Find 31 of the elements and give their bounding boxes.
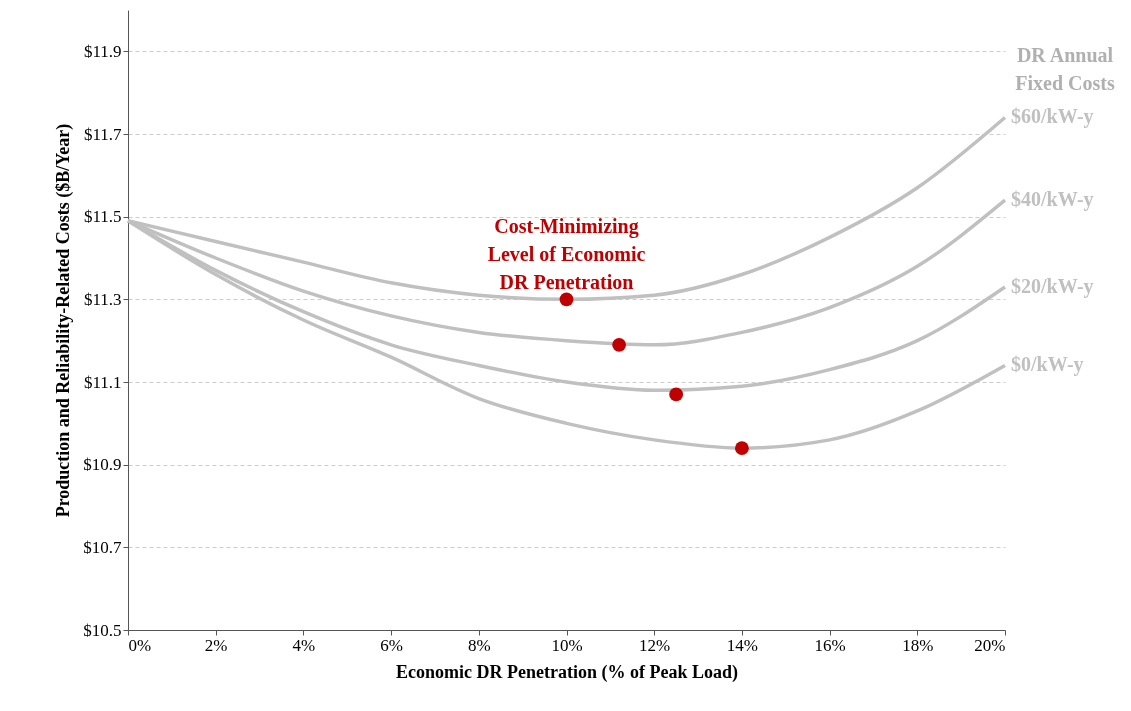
x-tick-label: 20% [974, 635, 1006, 655]
point [669, 387, 684, 402]
x-tick-label: 12% [639, 635, 671, 655]
series-label: $40/kW-y [1011, 188, 1094, 212]
y-tick-label: $11.1 [83, 372, 122, 392]
x-tick-label: 8% [467, 635, 491, 655]
y-tick-label: $10.5 [83, 620, 122, 640]
x-tick-label: 6% [380, 635, 403, 655]
x-tick-label: 16% [814, 635, 846, 655]
x-tick-label: 2% [204, 635, 228, 655]
point [735, 441, 749, 456]
x-tick-label: 0% [128, 635, 152, 655]
x-tick-label: 18% [902, 635, 934, 655]
y-axis-title: Production and Reliability-Related Costs ($B/Year) [53, 123, 75, 518]
x-tick-label: 4% [292, 635, 316, 655]
y-tick-label: $11.3 [83, 289, 122, 309]
y-tick-label: $11.9 [83, 41, 122, 61]
series-label: $20/kW-y [1011, 274, 1094, 298]
series-label: $0/kW-y [1011, 353, 1084, 377]
annotation: Cost-Minimizing Level of Economic DR Penetration [487, 215, 646, 294]
x-tick-label: 10% [551, 635, 583, 655]
y-tick-label: $11.7 [83, 124, 122, 144]
x-axis-title: Economic DR Penetration (% of Peak Load) [396, 661, 738, 683]
legend-title: DR Annual Fixed Costs [1015, 44, 1115, 94]
point [612, 337, 627, 352]
y-tick-label: $10.9 [83, 455, 122, 475]
point [559, 292, 574, 307]
x-tick-label: 14% [726, 635, 758, 655]
y-tick-label: $10.7 [83, 537, 122, 557]
series-label: $60/kW-y [1011, 105, 1094, 129]
y-tick-label: $11.5 [83, 207, 122, 227]
